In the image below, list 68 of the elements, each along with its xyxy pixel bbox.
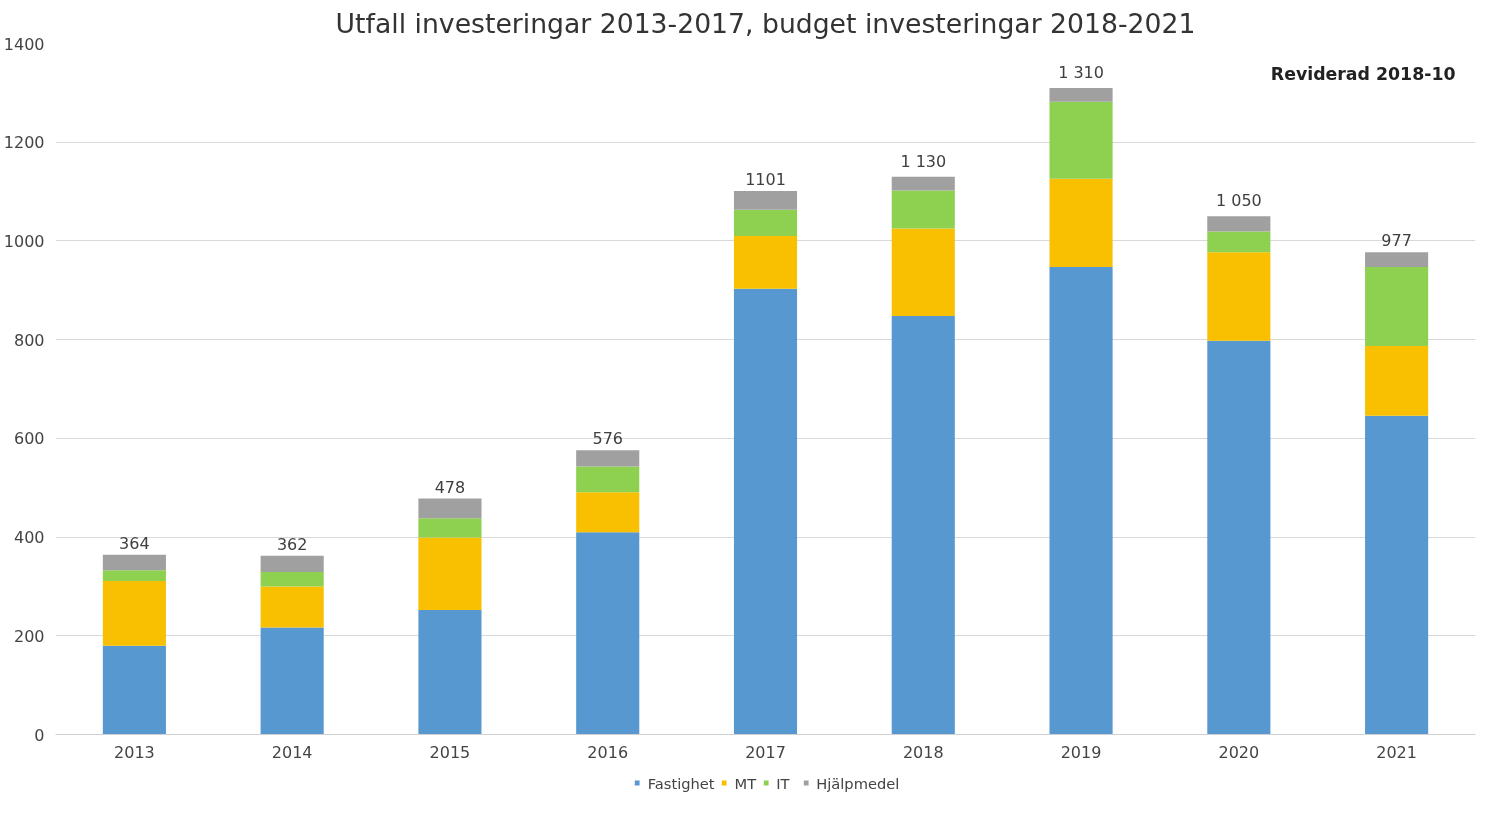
chart-title: Utfall investeringar 2013-2017, budget investeringar 2018-2021 xyxy=(335,7,1196,39)
bar xyxy=(1049,267,1113,735)
bar xyxy=(1049,178,1113,268)
total-label: 478 xyxy=(434,477,466,497)
total-label: 1 130 xyxy=(900,151,947,171)
total-label: 1101 xyxy=(745,170,786,190)
bar xyxy=(576,466,640,493)
bar xyxy=(733,191,798,210)
y-tick-label: 1400 xyxy=(3,34,45,54)
bar xyxy=(418,537,482,611)
bar xyxy=(1365,415,1429,735)
bar xyxy=(891,190,955,229)
y-tick-label: 800 xyxy=(13,330,45,350)
total-label: 977 xyxy=(1381,231,1412,251)
bar xyxy=(260,555,324,573)
bar xyxy=(1365,267,1429,347)
bar xyxy=(1049,87,1113,102)
bar xyxy=(102,570,166,581)
y-tick-label: 0 xyxy=(34,725,45,745)
bar xyxy=(576,450,640,467)
bar xyxy=(1207,231,1271,253)
total-label: 1 050 xyxy=(1215,191,1262,211)
bar xyxy=(891,315,955,735)
bar xyxy=(102,554,166,571)
legend-label: IT xyxy=(776,774,791,791)
bar xyxy=(891,228,955,316)
annotation: Reviderad 2018-10 xyxy=(1270,63,1456,84)
bar xyxy=(1207,340,1271,735)
y-tick-label: 1200 xyxy=(3,133,45,153)
x-tick-label: 2015 xyxy=(429,742,471,762)
bar xyxy=(1207,216,1271,232)
x-tick-label: 2019 xyxy=(1060,742,1102,762)
legend-label: Fastighet xyxy=(647,774,715,791)
bar xyxy=(102,581,166,646)
total-label: 576 xyxy=(592,429,623,449)
bar xyxy=(891,176,955,191)
x-tick-label: 2013 xyxy=(114,742,155,762)
x-tick-label: 2017 xyxy=(745,742,786,762)
bar xyxy=(260,586,324,628)
bar xyxy=(1049,101,1113,179)
bar xyxy=(1365,346,1429,416)
bar xyxy=(733,235,798,289)
x-tick-label: 2016 xyxy=(587,742,629,762)
bar xyxy=(260,627,324,735)
y-tick-label: 400 xyxy=(13,528,45,548)
bar xyxy=(1207,252,1271,341)
bar xyxy=(418,518,482,538)
bar xyxy=(1365,252,1429,268)
legend-label: Hjälpmedel xyxy=(816,774,900,791)
x-tick-label: 2018 xyxy=(902,742,944,762)
y-tick-label: 200 xyxy=(13,626,45,646)
bar xyxy=(418,610,482,735)
total-label: 1 310 xyxy=(1058,62,1104,82)
total-label: 364 xyxy=(119,533,150,553)
bar xyxy=(733,288,798,735)
bar xyxy=(260,572,324,587)
bar xyxy=(733,209,798,236)
x-tick-label: 2014 xyxy=(271,742,313,762)
bar xyxy=(102,645,166,735)
y-tick-label: 1000 xyxy=(3,231,45,251)
legend-label: MT xyxy=(734,774,757,791)
x-tick-label: 2021 xyxy=(1376,742,1417,762)
y-tick-label: 600 xyxy=(13,429,45,449)
x-tick-label: 2020 xyxy=(1218,742,1260,762)
total-label: 362 xyxy=(276,534,308,554)
bar xyxy=(576,492,640,533)
bar xyxy=(576,532,640,735)
bar xyxy=(418,498,482,519)
